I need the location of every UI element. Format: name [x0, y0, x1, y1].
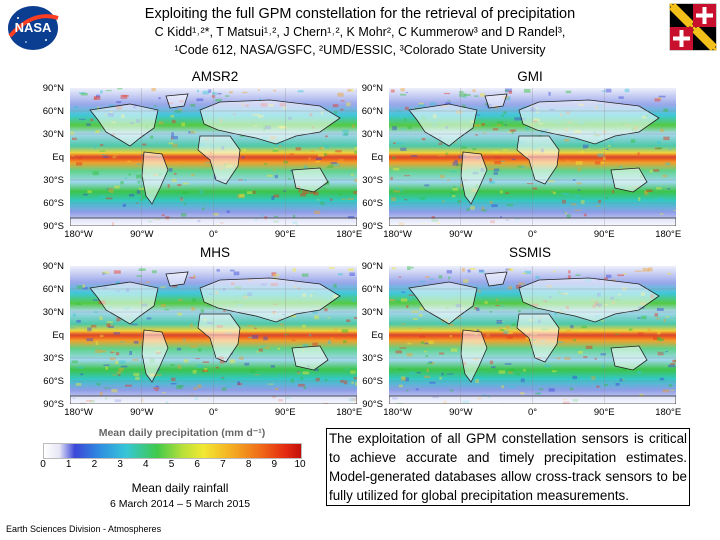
- nasa-logo-text: NASA: [15, 20, 52, 35]
- caption-dates: 6 March 2014 – 5 March 2015: [109, 498, 251, 510]
- colorbar-title: Mean daily precipitation (mm d⁻¹): [98, 427, 266, 439]
- caption-title: Mean daily rainfall: [131, 481, 229, 495]
- lon-label: 90°W: [130, 407, 154, 418]
- lat-label: Eq: [52, 152, 64, 163]
- lat-label: 30°N: [361, 129, 383, 140]
- poster-title: Exploiting the full GPM constellation fo…: [144, 6, 576, 22]
- lon-label: 180°W: [383, 229, 412, 240]
- lon-axis-gmi: 180°W 90°W 0° 90°E 180°E: [383, 229, 681, 240]
- lon-label: 90°E: [274, 407, 296, 418]
- lon-label: 90°E: [593, 229, 615, 240]
- lat-label: 60°S: [362, 376, 383, 387]
- lon-label: 0°: [208, 229, 219, 240]
- summary-text-box: The exploitation of all GPM constellatio…: [326, 428, 690, 506]
- lon-label: 180°E: [655, 229, 682, 240]
- lat-label: 30°S: [43, 353, 64, 364]
- colorbar-tick: 0: [40, 459, 46, 470]
- lat-label: Eq: [371, 152, 383, 163]
- lat-label: Eq: [371, 330, 383, 341]
- map-label-amsr2: AMSR2: [191, 69, 239, 84]
- lon-label: 180°E: [336, 229, 363, 240]
- lat-label: 60°N: [42, 106, 64, 117]
- lat-label: 90°S: [43, 399, 64, 410]
- precip-map-mhs: [70, 266, 357, 404]
- map-label-mhs: MHS: [200, 245, 230, 260]
- lon-label: 90°W: [449, 229, 473, 240]
- colorbar: [43, 443, 302, 459]
- lat-label: 60°S: [43, 198, 64, 209]
- lon-label: 180°W: [383, 407, 412, 418]
- lat-label: 90°N: [42, 261, 64, 272]
- lat-label: 90°S: [362, 399, 383, 410]
- lon-axis-ssmis: 180°W 90°W 0° 90°E 180°E: [383, 407, 681, 418]
- colorbar-tick: 4: [143, 459, 149, 470]
- precip-map-ssmis: [389, 266, 676, 404]
- lon-label: 90°E: [593, 407, 615, 418]
- map-label-ssmis: SSMIS: [508, 245, 551, 260]
- nasa-logo: NASA: [4, 4, 62, 52]
- lon-label: 0°: [208, 407, 219, 418]
- colorbar-tick: 8: [245, 459, 252, 470]
- lat-label: 90°N: [361, 261, 383, 272]
- colorbar-tick: 9: [271, 459, 278, 470]
- lat-label: 60°N: [361, 106, 383, 117]
- lat-label: 60°N: [42, 284, 64, 295]
- lat-label: 30°N: [361, 307, 383, 318]
- lat-label: 30°S: [43, 175, 64, 186]
- lat-label: 60°N: [361, 284, 383, 295]
- lon-label: 180°E: [336, 407, 363, 418]
- precip-map-gmi: [389, 88, 676, 226]
- lon-label: 0°: [527, 407, 538, 418]
- lat-label: Eq: [52, 330, 64, 341]
- maryland-logo: [668, 2, 718, 52]
- lat-label: 90°N: [361, 83, 383, 94]
- lat-label: 60°S: [43, 376, 64, 387]
- colorbar-tick: 6: [194, 459, 200, 470]
- colorbar-tick: 10: [294, 459, 306, 470]
- lon-label: 180°E: [655, 407, 682, 418]
- lon-label: 180°W: [64, 407, 93, 418]
- author-list: C Kidd¹˒²*, T Matsui¹˒², J Chern¹˒², K M…: [154, 25, 566, 39]
- affiliation-list: ¹Code 612, NASA/GSFC, ²UMD/ESSIC, ³Color…: [174, 43, 546, 57]
- lon-label: 180°W: [64, 229, 93, 240]
- colorbar-ticks: 0 1 2 3 4 5 6 7 8 9 10: [40, 459, 305, 471]
- lon-label: 0°: [527, 229, 538, 240]
- lon-axis-mhs: 180°W 90°W 0° 90°E 180°E: [64, 407, 362, 418]
- colorbar-tick: 2: [91, 459, 98, 470]
- colorbar-tick: 5: [168, 459, 175, 470]
- lat-label: 30°S: [362, 353, 383, 364]
- lat-label: 90°N: [42, 83, 64, 94]
- lat-label: 30°S: [362, 175, 383, 186]
- lat-label: 90°S: [43, 221, 64, 232]
- lon-axis-amsr2: 180°W 90°W 0° 90°E 180°E: [64, 229, 362, 240]
- lat-label: 90°S: [362, 221, 383, 232]
- colorbar-tick: 3: [117, 459, 123, 470]
- lat-label: 60°S: [362, 198, 383, 209]
- lon-label: 90°W: [130, 229, 154, 240]
- colorbar-tick: 1: [65, 459, 72, 470]
- map-label-gmi: GMI: [517, 69, 543, 84]
- lat-label: 30°N: [42, 129, 64, 140]
- lat-label: 30°N: [42, 307, 64, 318]
- lon-label: 90°W: [449, 407, 473, 418]
- precip-map-amsr2: [70, 88, 357, 226]
- colorbar-tick: 7: [220, 459, 226, 470]
- lon-label: 90°E: [274, 229, 296, 240]
- footer-division: Earth Sciences Division - Atmospheres: [6, 524, 162, 534]
